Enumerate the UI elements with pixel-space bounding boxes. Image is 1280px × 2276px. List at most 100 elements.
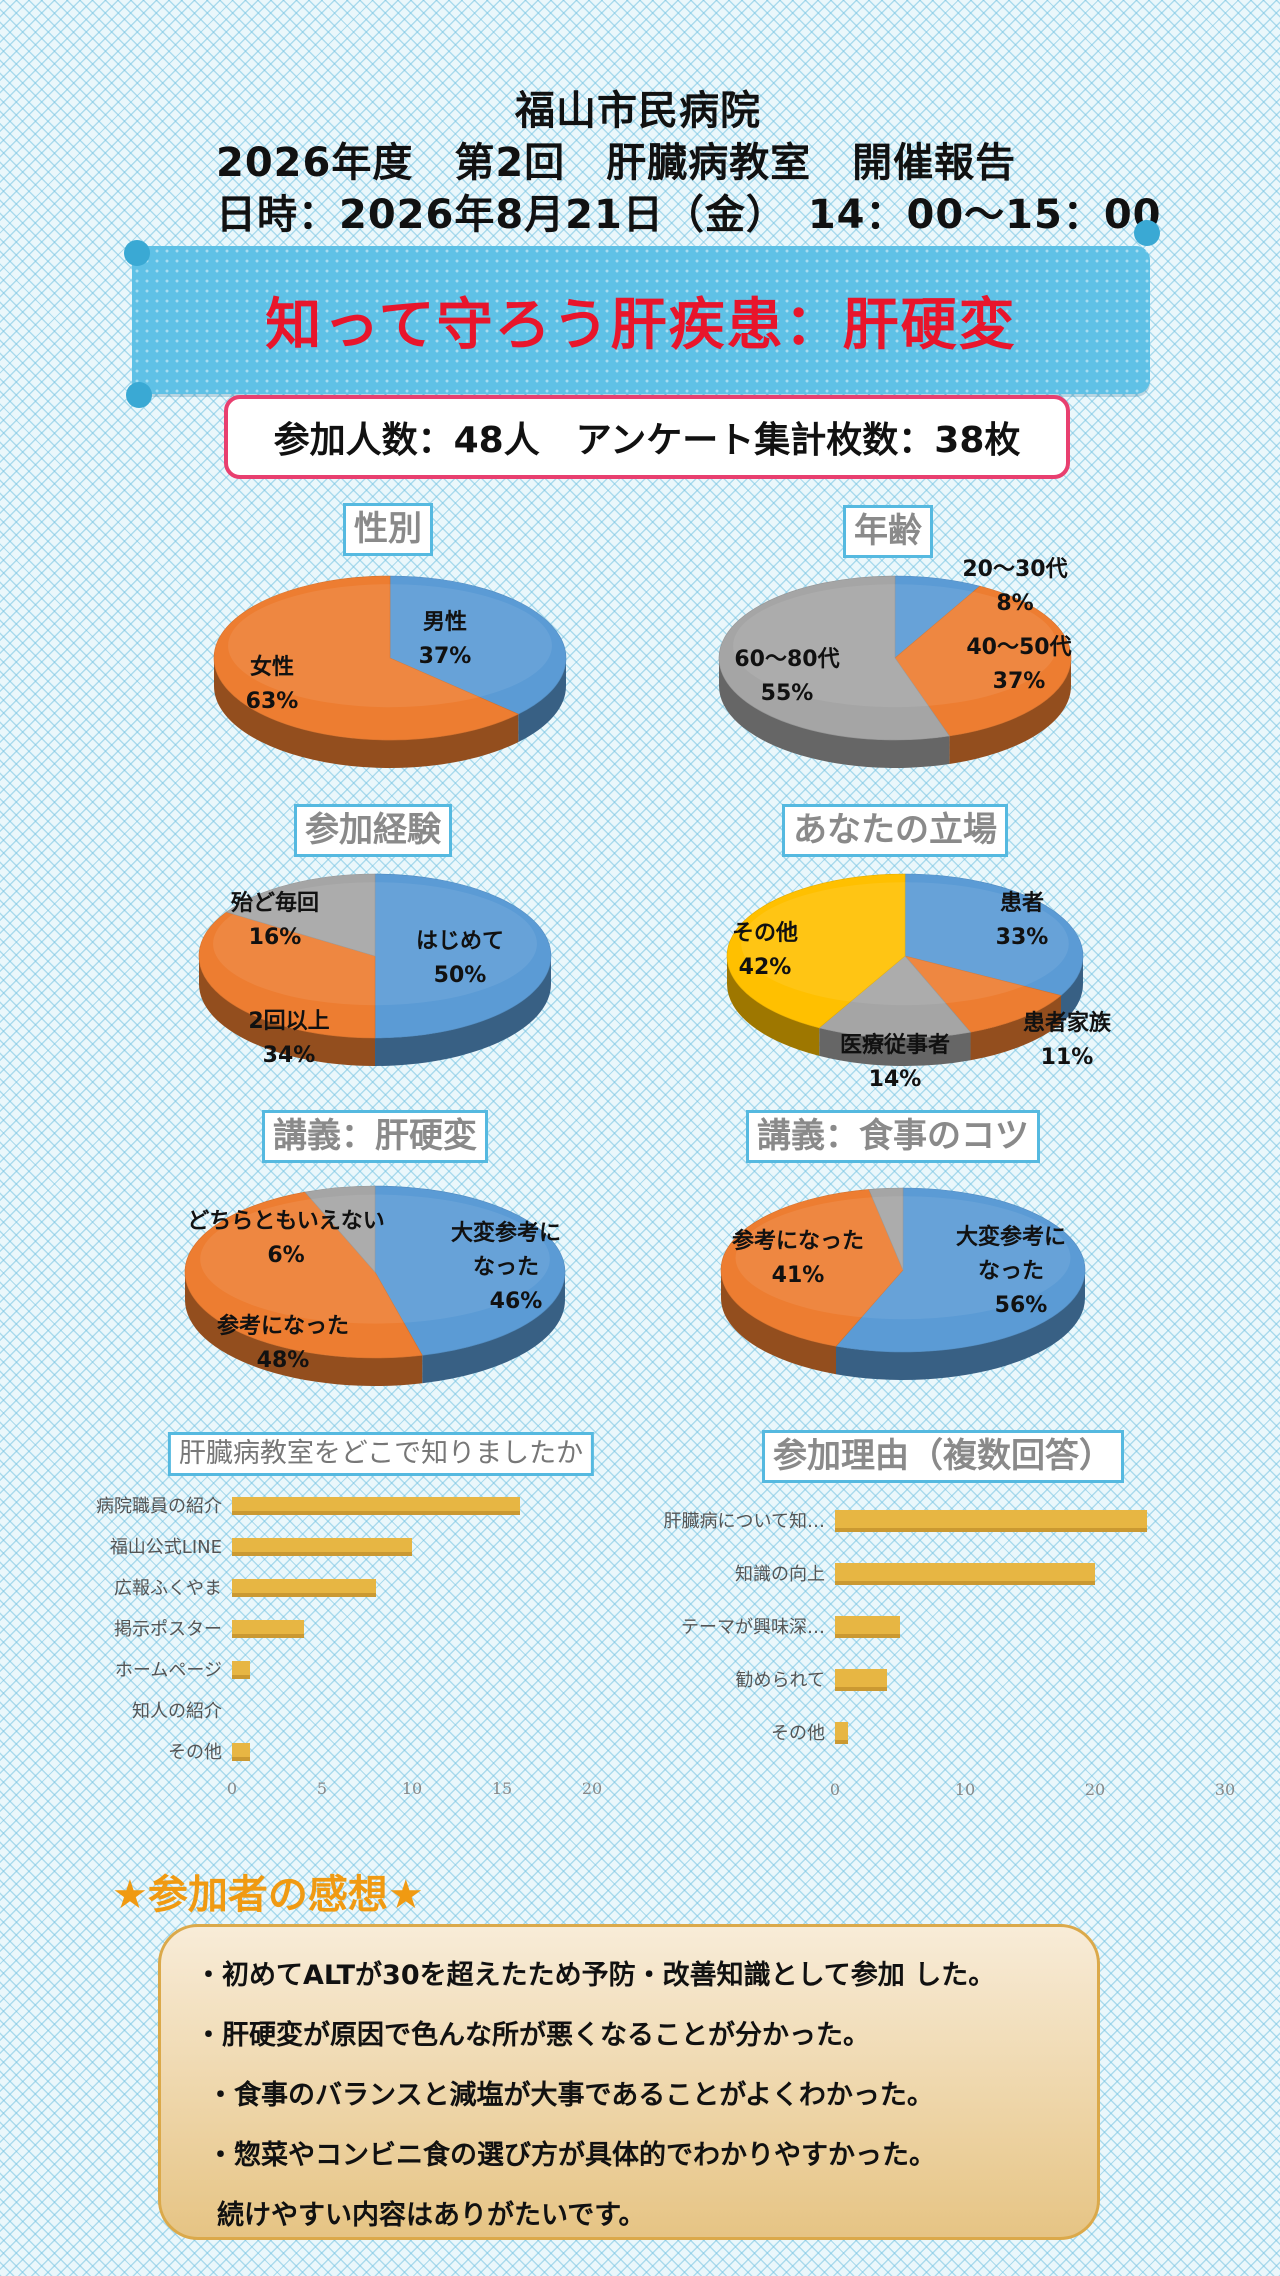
pie-label-group: 参考になった 48% bbox=[217, 1313, 349, 1373]
banner-curl bbox=[126, 382, 152, 408]
pie-chart-gender: 男性 37% 女性 63% bbox=[213, 575, 567, 768]
pie-value-label: 56% bbox=[995, 1293, 1048, 1318]
pie-label-group: 殆ど毎回 16% bbox=[231, 890, 319, 950]
pie-slice bbox=[894, 575, 981, 659]
pie-label-group: どちらともいえない 6% bbox=[187, 1209, 385, 1268]
pie-value-label: 16% bbox=[249, 925, 302, 950]
pie-category-label: 60～80代 bbox=[734, 647, 839, 672]
pie-slice bbox=[720, 1189, 904, 1347]
pie-category-label: 大変参考に bbox=[956, 1224, 1066, 1250]
chart-title-lecture1: 講義：肝硬変 bbox=[262, 1110, 488, 1163]
pie-category-label: 患者家族 bbox=[1023, 1010, 1112, 1036]
pie-chart-experience: はじめて 50% 2回以上 34% 殆ど毎回 16% bbox=[198, 873, 552, 1068]
bar-tick-label: 10 bbox=[402, 1779, 422, 1798]
title-banner: 知って守ろう肝疾患：肝硬変 bbox=[124, 220, 1160, 408]
pie-category-label: なった bbox=[473, 1255, 539, 1280]
pie-category-label: 男性 bbox=[423, 610, 467, 635]
bar bbox=[232, 1497, 520, 1515]
pie-gloss bbox=[733, 584, 1057, 708]
bar bbox=[835, 1669, 887, 1691]
bar-category-label: 病院職員の紹介 bbox=[96, 1496, 222, 1517]
pie-slice bbox=[718, 575, 950, 741]
pie-category-label: 2回以上 bbox=[248, 1009, 329, 1034]
hospital-name: 福山市民病院 bbox=[515, 88, 761, 134]
pie-category-label: はじめて bbox=[416, 929, 504, 954]
pie-slice-side bbox=[721, 1270, 837, 1375]
pie-category-label: 女性 bbox=[250, 654, 294, 680]
bar-category-label: 肝臓病について知… bbox=[664, 1511, 825, 1532]
pie-slice bbox=[835, 1187, 1086, 1353]
pie-value-label: 37% bbox=[993, 669, 1046, 694]
bar-shade bbox=[232, 1552, 412, 1556]
bar-tick-label: 30 bbox=[1215, 1780, 1235, 1799]
bar-tick-label: 10 bbox=[955, 1780, 975, 1799]
pie-slice bbox=[389, 575, 567, 715]
pie-label-group: 60～80代 55% bbox=[734, 647, 839, 706]
pie-slice-side bbox=[518, 658, 566, 743]
bar bbox=[232, 1743, 250, 1761]
pie-slice bbox=[904, 873, 1084, 996]
pie-slice bbox=[304, 1185, 376, 1273]
bar-shade bbox=[835, 1687, 887, 1691]
chart-title-experience: 参加経験 bbox=[294, 804, 452, 857]
pie-category-label: どちらともいえない bbox=[187, 1209, 385, 1234]
pie-slice-side bbox=[819, 1027, 971, 1066]
bar bbox=[835, 1510, 1147, 1532]
pie-chart-position: 患者 33% 患者家族 11% 医療従事者 14% その他 42% bbox=[726, 873, 1112, 1092]
impression-item: ・惣菜やコンビニ食の選び方が具体的でわかりやすかった。 bbox=[207, 2140, 936, 2171]
pie-gloss bbox=[213, 882, 537, 1006]
bar-category-label: 福山公式LINE bbox=[110, 1537, 222, 1558]
banner-curl bbox=[124, 240, 150, 266]
impressions-box: ・初めてALTが30を超えたため予防・改善知識として参加 した。 ・肝硬変が原因… bbox=[158, 1924, 1100, 2240]
bar-shade bbox=[835, 1528, 1147, 1532]
pie-slice bbox=[894, 585, 1072, 737]
pie-slice bbox=[374, 873, 552, 1039]
pie-category-label: 大変参考に bbox=[451, 1220, 561, 1246]
pie-value-label: 8% bbox=[996, 591, 1033, 616]
pie-label-group: 2回以上 34% bbox=[248, 1009, 329, 1068]
pie-category-label: その他 bbox=[732, 921, 798, 946]
event-title: 2026年度 第2回 肝臓病教室 開催報告 bbox=[216, 140, 1017, 186]
chart-title-source: 肝臓病教室をどこで知りましたか bbox=[167, 1432, 595, 1476]
bar-shade bbox=[232, 1511, 520, 1515]
pie-label-group: はじめて 50% bbox=[416, 929, 504, 988]
pie-category-label: 患者 bbox=[1000, 890, 1044, 916]
pie-value-label: 14% bbox=[869, 1067, 922, 1092]
bar-category-label: 掲示ポスター bbox=[114, 1619, 222, 1640]
pie-category-label: 医療従事者 bbox=[840, 1032, 950, 1058]
pie-slice bbox=[818, 955, 972, 1039]
pie-slice bbox=[374, 1185, 566, 1356]
pie-label-group: 患者家族 11% bbox=[1023, 1010, 1112, 1070]
bar-shade bbox=[835, 1581, 1095, 1585]
pie-value-label: 42% bbox=[739, 955, 792, 980]
bar-shade bbox=[835, 1634, 900, 1638]
pie-label-group: 40～50代 37% bbox=[966, 635, 1071, 694]
pie-slice-side bbox=[375, 956, 551, 1066]
impression-item: ・肝硬変が原因で色んな所が悪くなることが分かった。 bbox=[195, 2020, 870, 2051]
pie-slice-side bbox=[199, 956, 375, 1066]
pie-slice bbox=[225, 873, 376, 957]
bar bbox=[232, 1620, 304, 1638]
impression-item: ・初めてALTが30を超えたため予防・改善知識として参加 した。 bbox=[195, 1960, 996, 1991]
pie-category-label: 40～50代 bbox=[966, 635, 1071, 660]
pie-slice bbox=[726, 873, 906, 1029]
bar-shade bbox=[232, 1634, 304, 1638]
bar bbox=[835, 1563, 1095, 1585]
bar-tick-label: 15 bbox=[492, 1779, 512, 1798]
chart-title-gender: 性別 bbox=[343, 503, 433, 556]
pie-slice-side bbox=[1060, 956, 1083, 1024]
bar-category-label: ホームページ bbox=[115, 1660, 222, 1681]
bar-category-label: 勧められて bbox=[736, 1670, 825, 1691]
pie-slice-side bbox=[727, 956, 820, 1056]
bar bbox=[232, 1538, 412, 1556]
impressions-title: ★参加者の感想★ bbox=[112, 1872, 424, 1918]
pie-value-label: 63% bbox=[246, 689, 299, 714]
pie-value-label: 6% bbox=[267, 1243, 304, 1268]
pie-slice bbox=[213, 575, 520, 741]
pie-slice bbox=[904, 955, 1062, 1033]
